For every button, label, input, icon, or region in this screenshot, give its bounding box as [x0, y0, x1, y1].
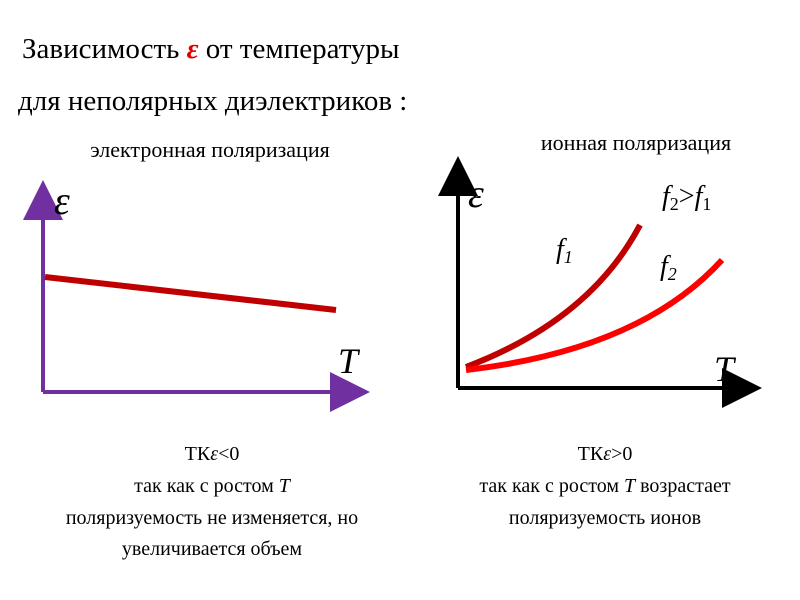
title-text: Зависимость — [22, 33, 187, 65]
heading: ионная поляризация — [541, 130, 731, 155]
title-line: Зависимость ε от температуры — [22, 33, 400, 65]
curve — [464, 223, 643, 370]
axis-label: ε — [468, 171, 484, 216]
caption-line: поляризуемость не изменяется, но — [66, 507, 358, 529]
title-text: от температуры — [199, 33, 400, 65]
text: так как с ростом — [134, 475, 279, 497]
caption-line: ТКε<0 — [185, 443, 240, 465]
subscript: 2 — [670, 194, 679, 214]
symbol: f — [660, 251, 671, 282]
curve — [44, 274, 337, 313]
axis-label: ε — [54, 178, 70, 223]
operator: > — [679, 181, 695, 212]
relation: f2>f1 — [662, 181, 711, 214]
axis-label: T — [714, 349, 737, 389]
symbol: ε — [210, 443, 218, 465]
heading: электронная поляризация — [90, 137, 329, 162]
caption-line: поляризуемость ионов — [509, 507, 701, 529]
text: >0 — [611, 443, 632, 465]
subscript: 2 — [668, 264, 677, 284]
symbol: f — [695, 181, 706, 212]
text: возрастает — [635, 475, 731, 497]
caption-line: ТКε>0 — [578, 443, 633, 465]
text: так как с ростом — [479, 475, 624, 497]
axis-label: T — [338, 341, 361, 381]
symbol: T — [279, 475, 292, 497]
symbol: T — [624, 475, 637, 497]
caption-line: так как с ростом T возрастает — [479, 475, 730, 497]
subscript: 1 — [564, 247, 573, 267]
title-line: для неполярных диэлектриков : — [18, 85, 407, 117]
symbol: ε — [603, 443, 611, 465]
text: <0 — [218, 443, 239, 465]
curve — [465, 257, 725, 373]
curve-label: f2 — [660, 251, 677, 284]
caption-line: увеличивается объем — [122, 538, 303, 560]
text: ТК — [578, 443, 604, 465]
caption-line: так как с ростом T — [134, 475, 292, 497]
text: ТК — [185, 443, 211, 465]
symbol: f — [556, 234, 567, 265]
epsilon: ε — [187, 33, 199, 65]
symbol: f — [662, 181, 673, 212]
curve-label: f1 — [556, 234, 573, 267]
subscript: 1 — [702, 194, 711, 214]
